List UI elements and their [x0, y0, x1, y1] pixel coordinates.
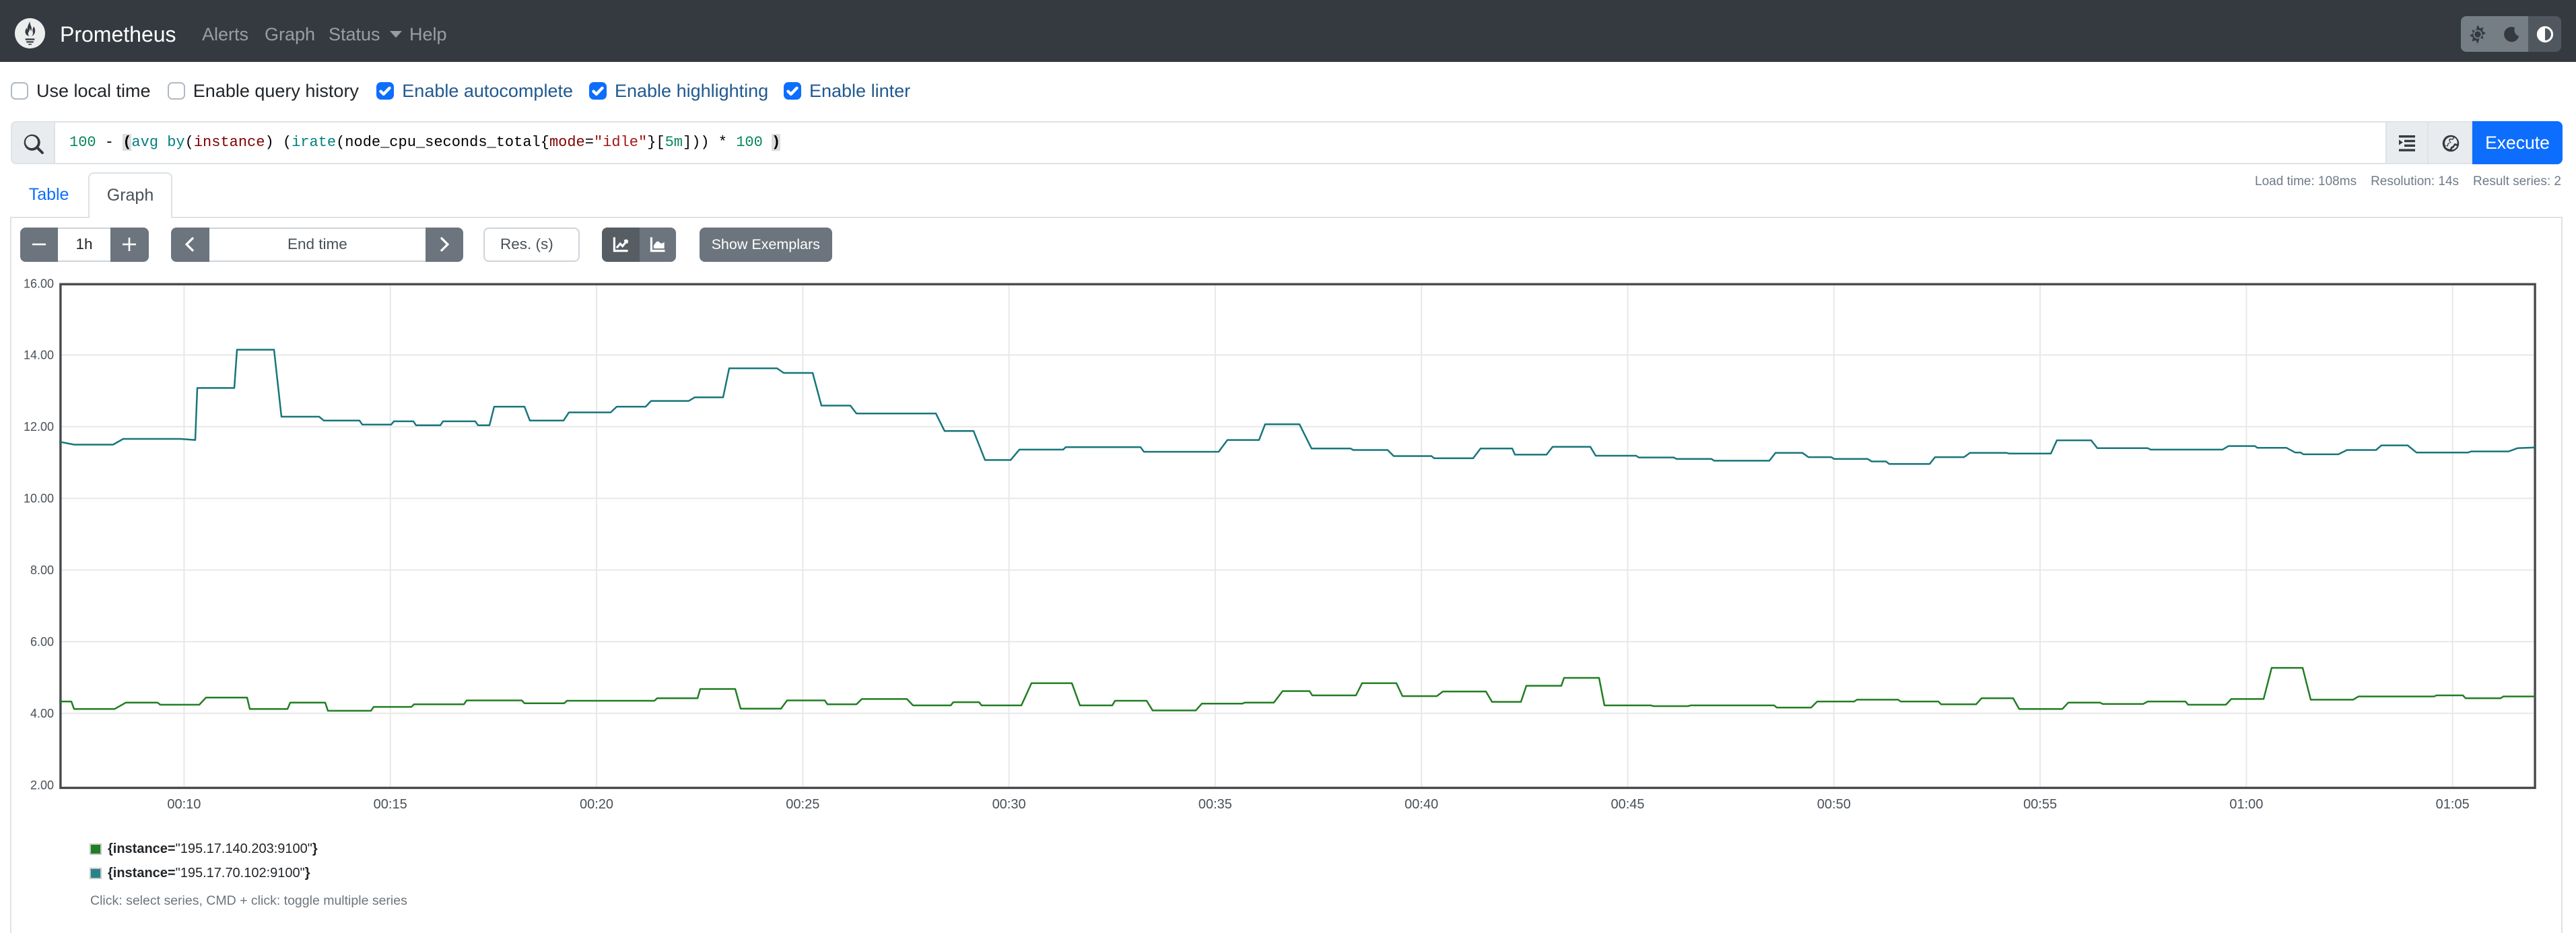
svg-text:00:40: 00:40 [1404, 797, 1438, 812]
svg-text:2.00: 2.00 [30, 778, 54, 792]
svg-text:12.00: 12.00 [24, 420, 54, 434]
svg-text:00:30: 00:30 [992, 797, 1026, 812]
svg-text:00:55: 00:55 [2023, 797, 2057, 812]
svg-text:10.00: 10.00 [24, 492, 54, 506]
svg-text:00:25: 00:25 [786, 797, 819, 812]
svg-text:6.00: 6.00 [30, 635, 54, 649]
svg-text:14.00: 14.00 [24, 349, 54, 362]
svg-text:00:45: 00:45 [1611, 797, 1644, 812]
svg-text:00:20: 00:20 [580, 797, 613, 812]
svg-text:4.00: 4.00 [30, 707, 54, 720]
svg-text:01:05: 01:05 [2436, 797, 2470, 812]
svg-text:8.00: 8.00 [30, 563, 54, 577]
svg-text:16.00: 16.00 [24, 277, 54, 290]
svg-text:00:15: 00:15 [374, 797, 407, 812]
svg-text:00:35: 00:35 [1198, 797, 1232, 812]
svg-text:00:50: 00:50 [1817, 797, 1851, 812]
svg-text:01:00: 01:00 [2229, 797, 2263, 812]
svg-text:00:10: 00:10 [167, 797, 201, 812]
